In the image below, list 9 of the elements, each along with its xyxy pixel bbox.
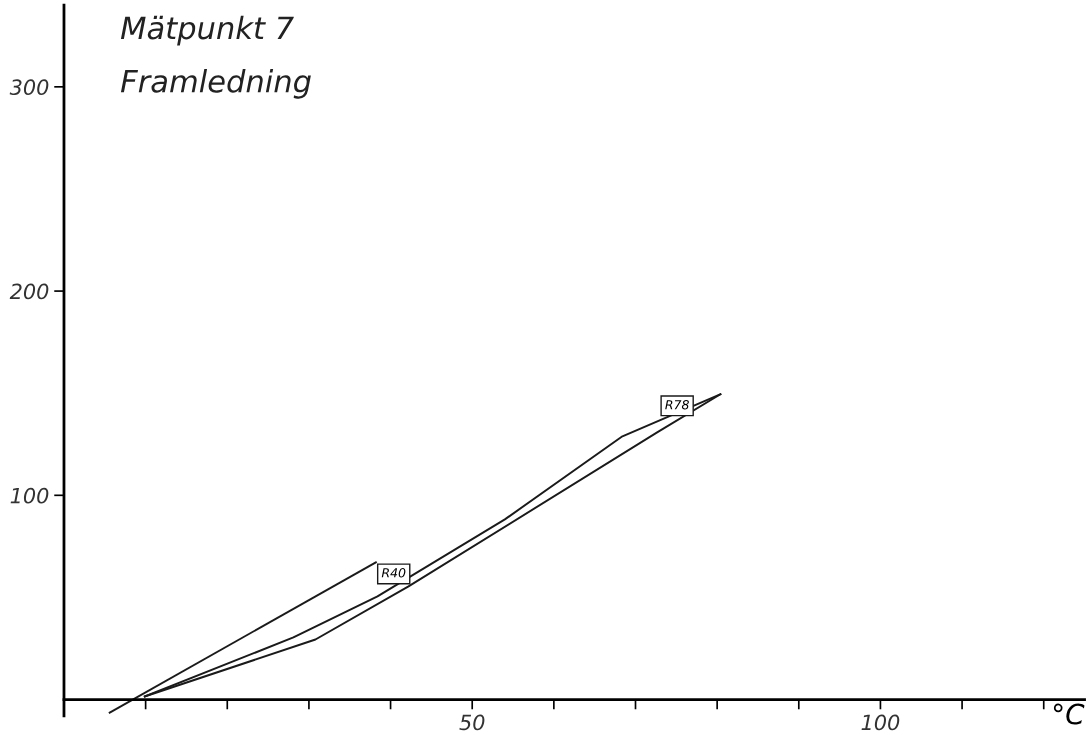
chart-title: Mätpunkt 7 (120, 15, 294, 46)
x-tick-label: 50 (459, 714, 485, 731)
text: Framledning (120, 69, 311, 99)
y-tick-label: 100 (10, 487, 49, 504)
annotation: R78 (665, 399, 689, 410)
x-axis-title: °C (1053, 703, 1085, 725)
y-tick-label: 200 (9, 283, 49, 300)
annotation: R40 (381, 568, 406, 578)
y-tick-label: 300 (9, 79, 49, 96)
